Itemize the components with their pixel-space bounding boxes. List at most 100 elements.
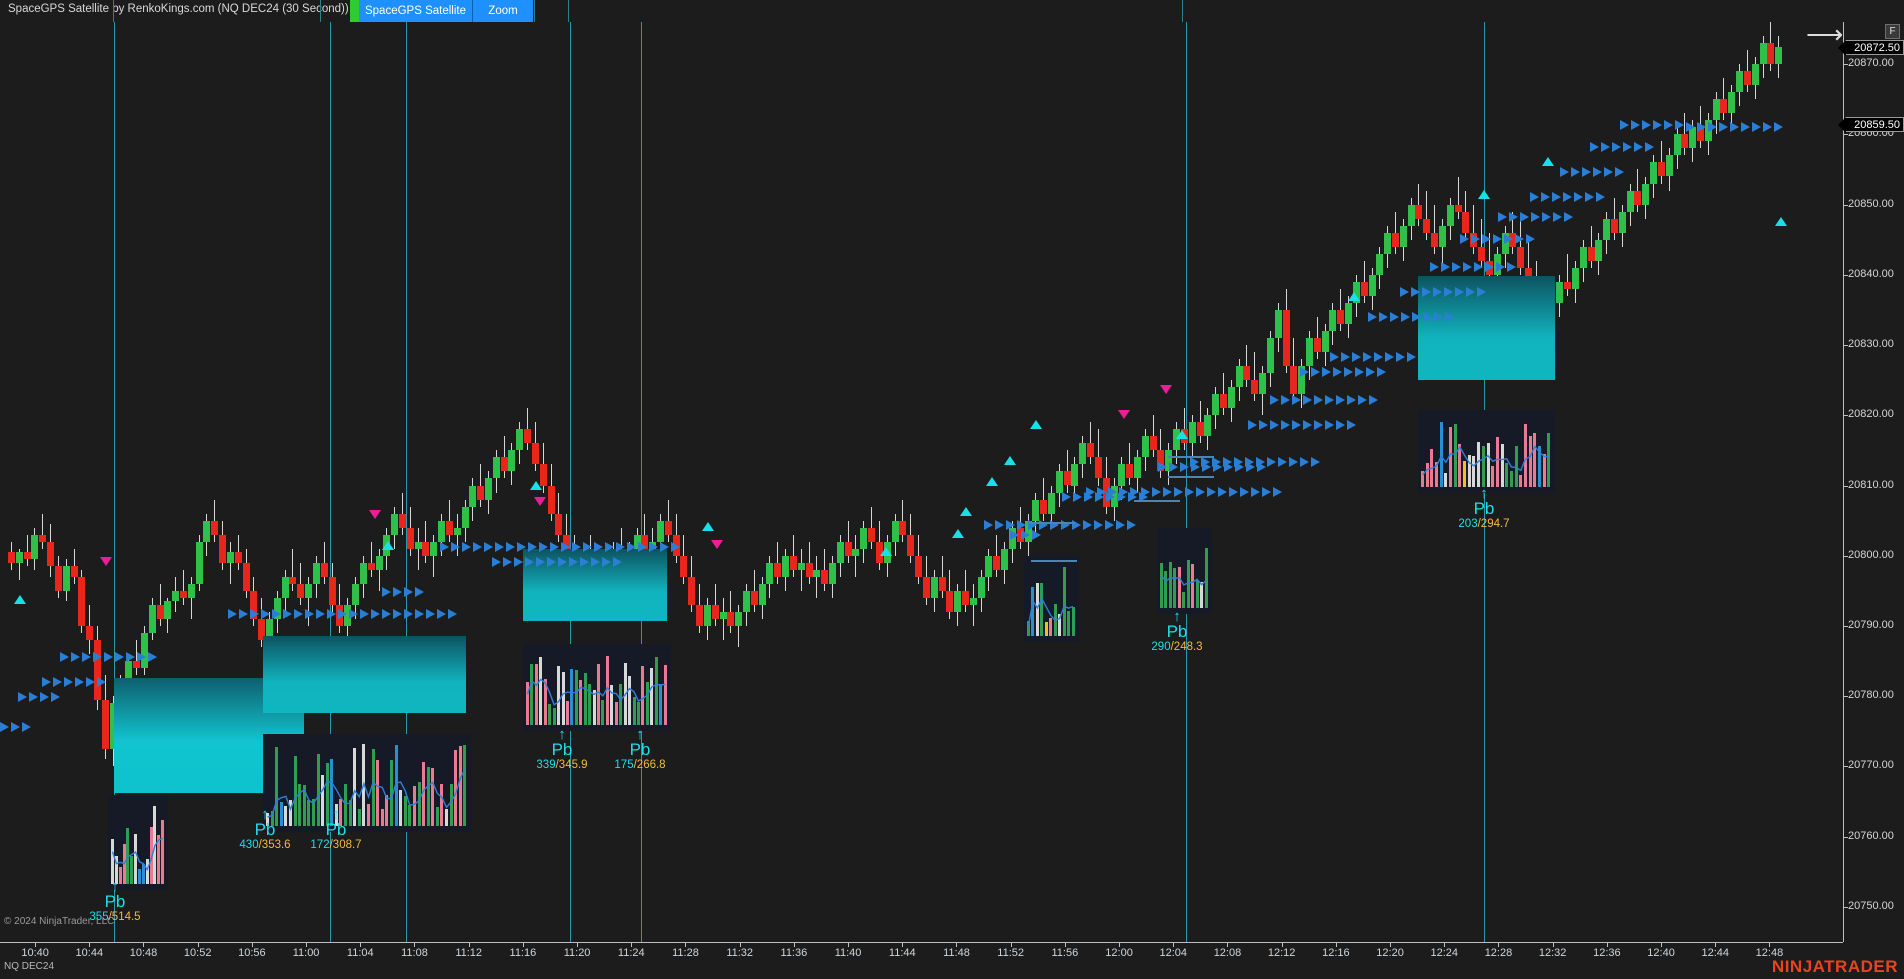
candle-wick xyxy=(1363,260,1365,303)
price-tickmark xyxy=(1844,485,1848,487)
arrow-right-icon xyxy=(1466,287,1475,297)
price-axis[interactable]: F 20750.00 20760.00 20770.00 20780.00 20790.… xyxy=(1838,22,1904,942)
arrow-right-icon xyxy=(0,722,9,732)
candle-body xyxy=(273,597,281,619)
arrow-right-icon xyxy=(1363,352,1372,362)
signal-pb-2: ↑ Pb 430/353.6 xyxy=(225,807,305,852)
arrow-right-icon xyxy=(1341,352,1350,362)
volume-bar xyxy=(601,700,605,725)
volume-bar xyxy=(1505,462,1509,487)
volume-bar xyxy=(266,813,269,826)
candle-body xyxy=(969,597,977,605)
signal-value-b2: 266.8 xyxy=(636,759,666,771)
arrow-right-icon xyxy=(616,542,625,552)
time-tickmark xyxy=(739,943,741,947)
candle-body xyxy=(125,661,133,686)
signal-arrow-up-icon: ↑ xyxy=(1173,608,1181,625)
candle-wick xyxy=(816,555,818,598)
volume-bar xyxy=(279,801,283,826)
volume-subpanel xyxy=(523,644,671,731)
time-axis[interactable]: 10:40 10:44 10:48 10:52 10:56 11:00 11:04 11:08… xyxy=(0,942,1843,962)
signal-label: Pb xyxy=(254,820,276,839)
volume-bar xyxy=(321,775,325,826)
candle-body xyxy=(899,520,907,535)
arrow-right-icon xyxy=(1021,530,1030,540)
candle-body xyxy=(1306,338,1314,367)
volume-bar xyxy=(636,701,640,725)
arrow-right-icon xyxy=(1444,287,1453,297)
candle-body xyxy=(289,576,297,584)
candle-body xyxy=(1321,331,1329,353)
signal-arrow-trail xyxy=(18,692,62,702)
volume-bar xyxy=(293,756,297,826)
volume-bar xyxy=(463,745,467,826)
candle-body xyxy=(8,552,15,563)
freeze-button[interactable]: F xyxy=(1885,24,1900,39)
signal-arrow-up-icon: ↑ xyxy=(558,726,566,743)
arrow-right-icon xyxy=(1259,420,1268,430)
arrow-right-icon xyxy=(404,587,413,597)
signal-values: 203/294.7 xyxy=(1458,518,1510,530)
time-tickmark xyxy=(306,943,308,947)
arrow-right-icon xyxy=(1248,420,1257,430)
vertical-marker-line xyxy=(406,22,407,942)
arrow-right-icon xyxy=(1083,520,1092,530)
volume-bar xyxy=(1067,611,1071,636)
arrow-right-icon xyxy=(536,557,545,567)
tab-zoom[interactable]: Zoom xyxy=(473,0,533,22)
candle-body xyxy=(641,534,649,549)
price-tickmark xyxy=(1844,64,1848,66)
candle-wick xyxy=(730,590,732,633)
candle-body xyxy=(1071,464,1079,486)
arrow-right-icon xyxy=(1642,120,1651,130)
cursor-arrow-icon: ⟶ xyxy=(1806,22,1843,49)
candle-body xyxy=(1673,134,1681,156)
supply-demand-zone xyxy=(263,636,466,713)
signal-values: 172/308.7 xyxy=(310,839,362,851)
price-tickmark xyxy=(1844,625,1848,627)
time-tick-label: 12:00 xyxy=(1105,947,1133,959)
volume-bar xyxy=(376,760,380,826)
tab-divider xyxy=(534,0,535,22)
signal-arrow-trail xyxy=(1460,234,1537,244)
arrow-right-icon xyxy=(64,677,73,687)
arrow-right-icon xyxy=(1292,395,1301,405)
candle-body xyxy=(1736,71,1744,93)
candle-body xyxy=(524,429,532,444)
candle-body xyxy=(829,562,837,584)
arrow-right-icon xyxy=(1256,457,1265,467)
arrow-right-icon xyxy=(1601,142,1610,152)
price-tick-label: 20830.00 xyxy=(1848,338,1894,351)
arrow-right-icon xyxy=(1560,167,1569,177)
chart-plot-area[interactable]: ↑ Pb 355/514.5 ↑ Pb 430/353.6 ↑ Pb 172/3… xyxy=(0,22,1843,942)
time-tickmark xyxy=(1227,943,1229,947)
arrow-right-icon xyxy=(1180,462,1189,472)
arrow-right-icon xyxy=(115,652,124,662)
volume-bar xyxy=(1481,445,1485,487)
volume-moving-average xyxy=(111,837,163,872)
tab-spacegps-satellite[interactable]: SpaceGPS Satellite xyxy=(359,0,473,22)
candle-body xyxy=(445,520,453,535)
arrow-right-icon xyxy=(1574,192,1583,202)
candle-body xyxy=(211,520,219,535)
arrow-right-icon xyxy=(1615,167,1624,177)
arrow-right-icon xyxy=(1213,462,1222,472)
arrow-right-icon xyxy=(1585,192,1594,202)
candle-wick xyxy=(1613,197,1615,240)
volume-subpanel xyxy=(1157,528,1212,614)
signal-arrow-trail xyxy=(1368,312,1456,322)
arrow-right-icon xyxy=(1325,395,1334,405)
signal-arrow-up-icon: ↑ xyxy=(636,726,644,743)
level-price-badge: 20859.50 xyxy=(1838,117,1904,133)
signal-value-a: 175 xyxy=(614,759,634,771)
candle-body xyxy=(938,576,946,591)
time-tickmark xyxy=(848,943,850,947)
volume-bar xyxy=(1044,621,1048,636)
volume-subpanel xyxy=(1024,556,1079,642)
arrow-right-icon xyxy=(1552,192,1561,202)
candle-body xyxy=(1571,267,1579,289)
arrow-right-icon xyxy=(104,652,113,662)
time-tick-label: 10:44 xyxy=(75,947,104,959)
time-tick-label: 10:56 xyxy=(238,947,266,959)
candle-body xyxy=(156,604,164,619)
